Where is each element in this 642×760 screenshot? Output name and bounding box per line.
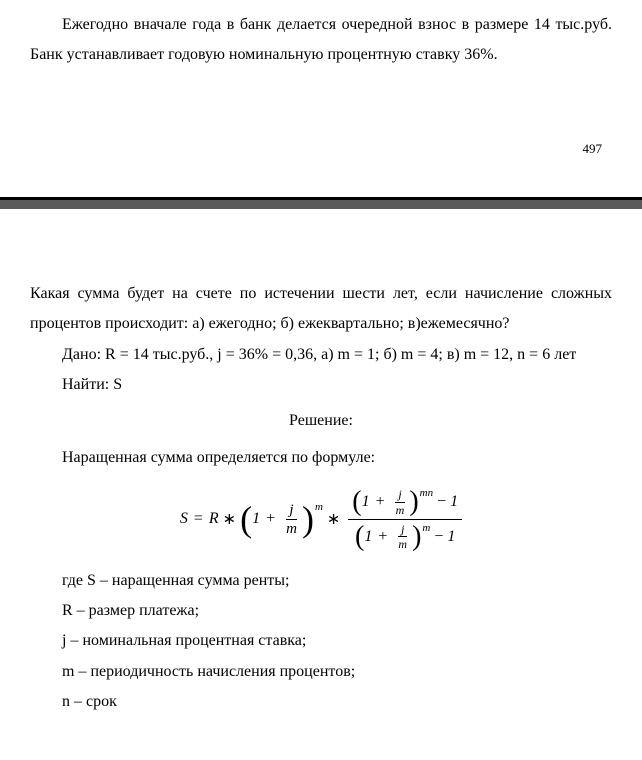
rparen-2: )	[409, 488, 418, 516]
frac-j-over-m-3: j m	[395, 522, 410, 552]
sup-m-2: m	[422, 522, 430, 534]
page-break-spacer	[0, 209, 642, 269]
const-one-4: 1	[364, 528, 372, 546]
const-one-1: 1	[252, 510, 260, 528]
paragraph-where-m: m – периодичность начисления процентов;	[30, 657, 612, 687]
frac-den-m-3: m	[395, 537, 410, 551]
frac-den-m-2: m	[393, 503, 408, 517]
paragraph-problem-intro: Ежегодно вначале года в банк делается оч…	[30, 10, 612, 71]
paragraph-where-n: n – срок	[30, 687, 612, 717]
sym-minus-1: −	[437, 493, 446, 511]
paragraph-where-R: R – размер платежа;	[30, 596, 612, 626]
sym-plus-3: +	[378, 528, 387, 546]
paragraph-find: Найти: S	[30, 370, 612, 400]
frac-num-j-1: j	[286, 501, 296, 520]
var-R: R	[209, 510, 219, 528]
sym-star-2: ∗	[327, 509, 340, 529]
sym-plus-1: +	[266, 510, 275, 528]
group-num-1-plus-j-over-m-pow-mn: ( 1 + j m ) mn	[352, 487, 433, 517]
group-1-plus-j-over-m-pow-m: ( 1 + j m ) m	[240, 501, 323, 538]
frac-num-j-3: j	[398, 522, 407, 537]
var-S: S	[180, 510, 188, 528]
rparen-1: )	[302, 501, 314, 537]
lparen-1: (	[240, 501, 252, 537]
top-page-section: Ежегодно вначале года в банк делается оч…	[0, 0, 642, 177]
frac-num-j-2: j	[395, 487, 404, 502]
big-frac-numerator: ( 1 + j m ) mn − 1	[348, 485, 462, 520]
sym-minus-2: −	[434, 528, 443, 546]
rparen-3: )	[412, 523, 421, 551]
const-one-2: 1	[362, 493, 370, 511]
sup-mn-1: mn	[420, 487, 433, 499]
frac-j-over-m-1: j m	[283, 501, 300, 538]
const-one-5: 1	[447, 528, 455, 546]
page-break-bar	[0, 197, 642, 209]
lparen-2: (	[352, 488, 361, 516]
paragraph-where-S: где S – наращенная сумма ренты;	[30, 566, 612, 596]
sym-star-1: ∗	[223, 509, 236, 529]
heading-solution: Решение:	[30, 406, 612, 436]
lparen-3: (	[355, 523, 364, 551]
sup-m-1: m	[315, 501, 323, 513]
frac-den-m-1: m	[283, 520, 300, 538]
big-fraction: ( 1 + j m ) mn − 1 (	[348, 485, 462, 554]
const-one-3: 1	[450, 493, 458, 511]
frac-j-over-m-2: j m	[393, 487, 408, 517]
group-den-1-plus-j-over-m-pow-m: ( 1 + j m ) m	[355, 522, 430, 552]
paragraph-formula-intro: Наращенная сумма определяется по формуле…	[30, 443, 612, 473]
paragraph-given: Дано: R = 14 тыс.руб., j = 36% = 0,36, а…	[30, 340, 612, 370]
paragraph-question: Какая сумма будет на счете по истечении …	[30, 279, 612, 340]
formula: S = R ∗ ( 1 + j m ) m ∗ ( 1	[180, 485, 462, 554]
sym-plus-2: +	[376, 493, 385, 511]
bottom-page-section: Какая сумма будет на счете по истечении …	[0, 269, 642, 738]
page-number: 497	[30, 141, 612, 157]
formula-wrap: S = R ∗ ( 1 + j m ) m ∗ ( 1	[30, 485, 612, 554]
sym-eq-1: =	[194, 510, 203, 528]
big-frac-denominator: ( 1 + j m ) m − 1	[351, 520, 459, 554]
paragraph-where-j: j – номинальная процентная ставка;	[30, 626, 612, 656]
